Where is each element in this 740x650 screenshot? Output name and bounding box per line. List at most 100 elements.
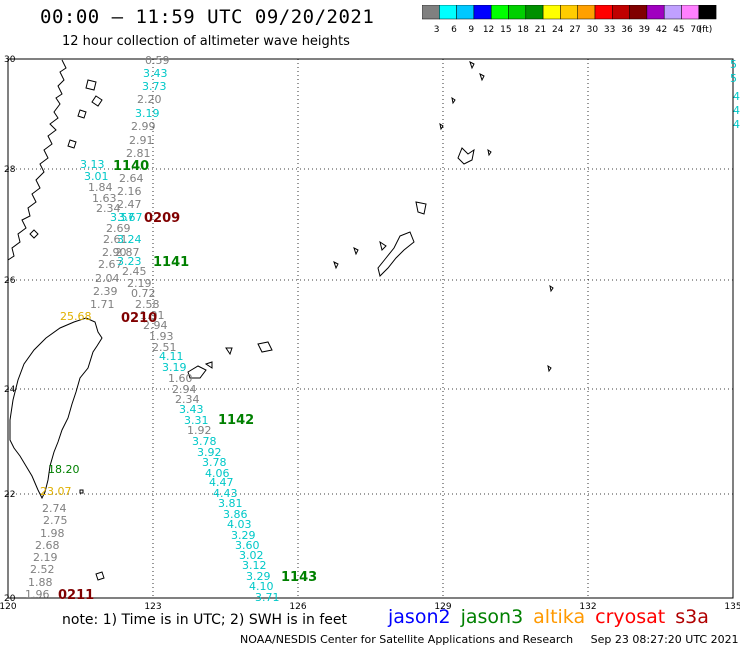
wave-height-value: 3.60 <box>235 539 260 552</box>
colorbar-label: 12 <box>483 25 494 35</box>
generated-timestamp: Sep 23 08:27:20 UTC 2021 <box>590 633 739 646</box>
colorbar-label: 33 <box>604 25 615 35</box>
wave-height-value: 2.19 <box>127 277 152 290</box>
colorbar-label: 39 <box>639 25 651 35</box>
wave-height-colorbar: 3 6 9 12 15 18 21 24 27 30 33 36 39 42 45 70(ft) <box>422 5 717 35</box>
wave-height-value: 2.39 <box>93 285 118 298</box>
longitude-label: 120 <box>0 602 17 610</box>
colorbar-swatch <box>698 5 717 20</box>
colorbar-label: 36 <box>621 25 633 35</box>
wave-height-value: 0.59 <box>145 54 170 67</box>
wave-height-value: 4 <box>733 118 740 131</box>
wave-height-value: 2.20 <box>137 93 162 106</box>
longitude-label: 129 <box>434 602 451 610</box>
latitude-label: 24 <box>4 385 16 395</box>
wave-height-value: 3.29 <box>246 570 271 583</box>
colorbar-label: 70 <box>690 25 702 35</box>
wave-height-value: 1.84 <box>88 181 113 194</box>
legend-s3a: s3a <box>675 606 709 628</box>
colorbar-label: 42 <box>656 25 667 35</box>
colorbar-label: 18 <box>517 25 529 35</box>
small-islands <box>79 61 554 581</box>
colorbar-label: 3 <box>434 25 440 35</box>
wave-height-value: 2.81 <box>126 147 151 160</box>
wave-height-value: 2.74 <box>42 502 67 515</box>
pass-time-label: 0210 <box>121 311 157 326</box>
colorbar-label: 6 <box>451 25 457 35</box>
wave-height-value: 1.92 <box>187 424 212 437</box>
map-title: 00:00 – 11:59 UTC 09/20/2021 <box>40 6 375 28</box>
wave-height-value: 4.43 <box>213 487 238 500</box>
measurement-labels: 0.593.433.732.203.192.992.912.813.133.01… <box>25 54 740 604</box>
wave-height-value: 3.29 <box>231 529 256 542</box>
map-frame <box>7 58 734 599</box>
legend-cryosat: cryosat <box>595 606 666 628</box>
wave-height-value: 3.43 <box>143 67 168 80</box>
wave-height-value: 18.20 <box>48 463 80 476</box>
wave-height-value: 1.88 <box>28 576 53 589</box>
yaeyama-islands <box>187 341 273 379</box>
longitude-label: 123 <box>144 602 161 610</box>
wave-height-value: 2.64 <box>119 172 144 185</box>
colorbar-label: (ft) <box>699 25 713 35</box>
credit-line: NOAA/NESDIS Center for Satellite Applica… <box>240 633 740 646</box>
wave-height-value: 4.47 <box>209 476 234 489</box>
wave-height-value: 2.99 <box>131 120 156 133</box>
colorbar-label: 45 <box>673 25 684 35</box>
wave-height-value: 2.67 <box>98 258 123 271</box>
axis-labels: 120 123 126 129 132 135 30 28 26 24 22 20 <box>0 55 740 610</box>
colorbar-label: 30 <box>587 25 599 35</box>
wave-height-value: 2.68 <box>35 539 60 552</box>
pass-time-label: 1143 <box>281 570 317 585</box>
pass-time-label: 0211 <box>58 588 94 603</box>
wave-height-value: 2.04 <box>95 272 120 285</box>
wave-height-value: 2.58 <box>135 298 160 311</box>
wave-height-value: 3.02 <box>239 549 264 562</box>
wave-height-value: 2.34 <box>96 202 121 215</box>
wave-height-value: 3.86 <box>223 508 248 521</box>
colorbar-label: 9 <box>468 25 474 35</box>
coastlines <box>7 59 554 581</box>
wave-height-value: 3.01 <box>84 170 109 183</box>
colorbar-label: 24 <box>552 25 564 35</box>
wave-height-value: 2.91 <box>129 134 154 147</box>
wave-height-value: 4 <box>733 90 740 103</box>
wave-height-value: 2.47 <box>117 198 142 211</box>
legend-jason3: jason3 <box>460 606 524 628</box>
wave-height-value: 2.51 <box>152 341 177 354</box>
wave-height-value: 1.93 <box>149 330 174 343</box>
wave-height-value: 2.94 <box>172 383 197 396</box>
wave-height-value: 5 <box>730 72 737 85</box>
wave-height-value: 3.43 <box>179 403 204 416</box>
pass-time-label: 0209 <box>144 211 180 226</box>
wave-height-value: 2.16 <box>117 185 142 198</box>
wave-height-value: 1.96 <box>25 588 50 601</box>
wave-height-value: 3.73 <box>142 80 167 93</box>
pass-time-label: 1142 <box>218 413 254 428</box>
wave-height-value: 4.10 <box>249 580 274 593</box>
wave-height-value: 3.13 <box>80 158 105 171</box>
wave-height-value: 1.98 <box>40 527 65 540</box>
pass-time-label: 1140 <box>113 159 149 174</box>
wave-height-value: 0.72 <box>131 287 156 300</box>
wave-height-value: 2.87 <box>115 246 140 259</box>
legend-jason2: jason2 <box>388 606 451 628</box>
wave-height-value: 2.69 <box>106 222 131 235</box>
wave-height-value: 2.52 <box>30 563 55 576</box>
credit-text: NOAA/NESDIS Center for Satellite Applica… <box>240 633 574 646</box>
latitude-label: 20 <box>4 594 16 604</box>
pass-time-label: 1141 <box>153 255 189 270</box>
wave-height-value: 3.23 <box>117 255 142 268</box>
wave-height-value: 3.67 <box>118 211 143 224</box>
china-coastline <box>7 59 67 261</box>
taiwan-coastline <box>9 317 103 500</box>
wave-height-value: 25.68 <box>60 310 92 323</box>
legend-altika: altika <box>533 606 586 628</box>
satellite-legend: jason2 jason3 altika cryosat s3a <box>388 606 719 628</box>
wave-height-value: 3.31 <box>184 414 209 427</box>
wave-height-value: 23.07 <box>40 485 72 498</box>
wave-height-value: 3.81 <box>218 497 243 510</box>
colorbar-label: 21 <box>535 25 546 35</box>
wave-height-value: 3.57 <box>110 211 135 224</box>
wave-height-value: 1.63 <box>92 192 117 205</box>
